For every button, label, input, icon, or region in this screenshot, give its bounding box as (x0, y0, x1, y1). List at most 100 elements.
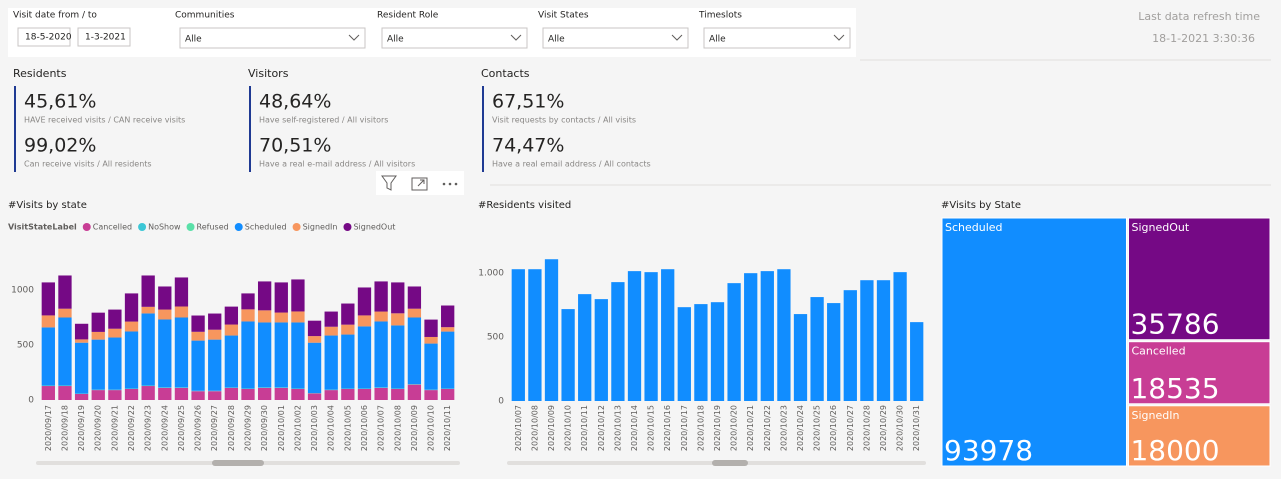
kpi-caption: Have self-registered / All visitors (259, 116, 388, 125)
filter-label: Timeslots (698, 11, 742, 21)
bar-segment (41, 386, 55, 400)
x-tick-label: 2020/09/30 (260, 405, 269, 451)
bar-segment (391, 313, 405, 326)
y-tick-label: 0 (498, 397, 504, 407)
y-tick-label: 1000 (11, 286, 34, 296)
legend-label[interactable]: NoShow (148, 223, 181, 232)
legend-title: VisitStateLabel (8, 223, 77, 232)
bar (661, 269, 675, 401)
x-tick-label: 2020/09/23 (144, 405, 153, 451)
x-tick-label: 2020/10/14 (630, 405, 639, 451)
x-tick-label: 2020/10/17 (680, 405, 689, 451)
bar (677, 307, 691, 401)
bar-segment (441, 331, 455, 389)
legend-label[interactable]: Scheduled (245, 223, 287, 232)
x-tick-label: 2020/10/06 (360, 405, 369, 451)
bar-segment (174, 306, 189, 318)
x-tick-label: 2020/10/09 (547, 405, 556, 451)
bar-segment (124, 331, 139, 389)
bar-segment (441, 389, 455, 400)
bar-segment (208, 391, 222, 400)
bar-segment (41, 327, 55, 386)
treemap-tile[interactable] (1127, 217, 1271, 341)
dropdown[interactable] (542, 27, 689, 49)
bar-segment (291, 322, 305, 389)
bar-segment (324, 326, 338, 336)
bar-segment (224, 324, 239, 336)
filter-icon[interactable] (381, 175, 397, 191)
bar-segment (58, 317, 72, 386)
bar (710, 302, 725, 401)
tile-value: 18535 (1130, 372, 1219, 405)
bar-segment (341, 324, 355, 335)
bar (644, 272, 658, 401)
legend-label[interactable]: Refused (197, 223, 229, 232)
date-input[interactable] (77, 27, 131, 47)
bar-segment (41, 282, 55, 316)
bar-segment (274, 282, 288, 313)
legend-label[interactable]: Cancelled (93, 223, 132, 232)
scroll-thumb[interactable] (712, 460, 748, 466)
bar-segment (74, 342, 89, 394)
visual-toolbar (376, 171, 464, 195)
bar-segment (274, 312, 288, 323)
x-tick-label: 2020/10/10 (427, 405, 436, 451)
x-tick-label: 2020/10/26 (829, 405, 838, 451)
dropdown[interactable] (381, 27, 528, 49)
x-tick-label: 2020/10/02 (293, 405, 302, 451)
y-tick-label: 0 (28, 396, 34, 406)
bar-segment (108, 390, 122, 400)
x-tick-label: 2020/09/17 (44, 405, 53, 451)
x-tick-label: 2020/10/11 (580, 405, 589, 451)
bar-segment (357, 389, 372, 400)
bar-segment (341, 389, 355, 400)
legend-label[interactable]: SignedIn (303, 223, 338, 232)
bar-segment (174, 277, 189, 307)
x-tick-label: 2020/09/19 (77, 405, 86, 451)
tile-label: SignedOut (1131, 221, 1189, 234)
dropdown-arrow (348, 34, 360, 41)
x-tick-label: 2020/10/07 (514, 405, 523, 451)
kpi-title: Visitors (248, 67, 289, 80)
bar-segment (307, 342, 322, 394)
bar-segment (91, 339, 105, 390)
dropdown-arrow (510, 34, 522, 41)
bar (511, 269, 525, 401)
legend-label[interactable]: SignedOut (353, 223, 395, 232)
x-tick-label: 2020/10/11 (443, 405, 452, 451)
tile-value: 18000 (1130, 434, 1219, 467)
bar-segment (224, 387, 239, 400)
bar-segment (158, 387, 172, 400)
bar-segment (41, 315, 55, 328)
dropdown[interactable] (703, 27, 851, 49)
bar-segment (241, 389, 255, 400)
x-tick-label: 2020/10/29 (879, 405, 888, 451)
x-tick-label: 2020/10/10 (564, 405, 573, 451)
x-tick-label: 2020/09/21 (110, 405, 119, 451)
x-tick-label: 2020/09/18 (60, 405, 69, 451)
x-tick-label: 2020/09/20 (94, 405, 103, 451)
y-tick-label: 1.000 (478, 269, 504, 279)
bar-segment (141, 313, 155, 386)
scroll-thumb[interactable] (212, 460, 264, 466)
more-icon[interactable] (442, 182, 458, 186)
bar-segment (407, 384, 422, 400)
treemap-tile[interactable] (941, 217, 1127, 467)
bar-segment (108, 337, 122, 390)
kpi-value: 74,47% (492, 135, 564, 157)
x-tick-label: 2020/10/22 (763, 405, 772, 451)
bar-segment (141, 386, 155, 400)
tile-value: 35786 (1130, 308, 1219, 341)
treemap-tile[interactable] (1127, 341, 1271, 405)
filter-label: Communities (175, 11, 235, 21)
focus-icon[interactable] (411, 177, 428, 191)
date-input[interactable] (17, 27, 71, 47)
bar (594, 299, 608, 401)
treemap-tile[interactable] (1127, 405, 1271, 467)
bar-segment (291, 311, 305, 323)
kpi-title: Residents (13, 67, 67, 80)
bar (578, 294, 592, 401)
dropdown[interactable] (179, 27, 366, 49)
dropdown-arrow (833, 34, 845, 41)
tile-value: 93978 (944, 434, 1033, 467)
